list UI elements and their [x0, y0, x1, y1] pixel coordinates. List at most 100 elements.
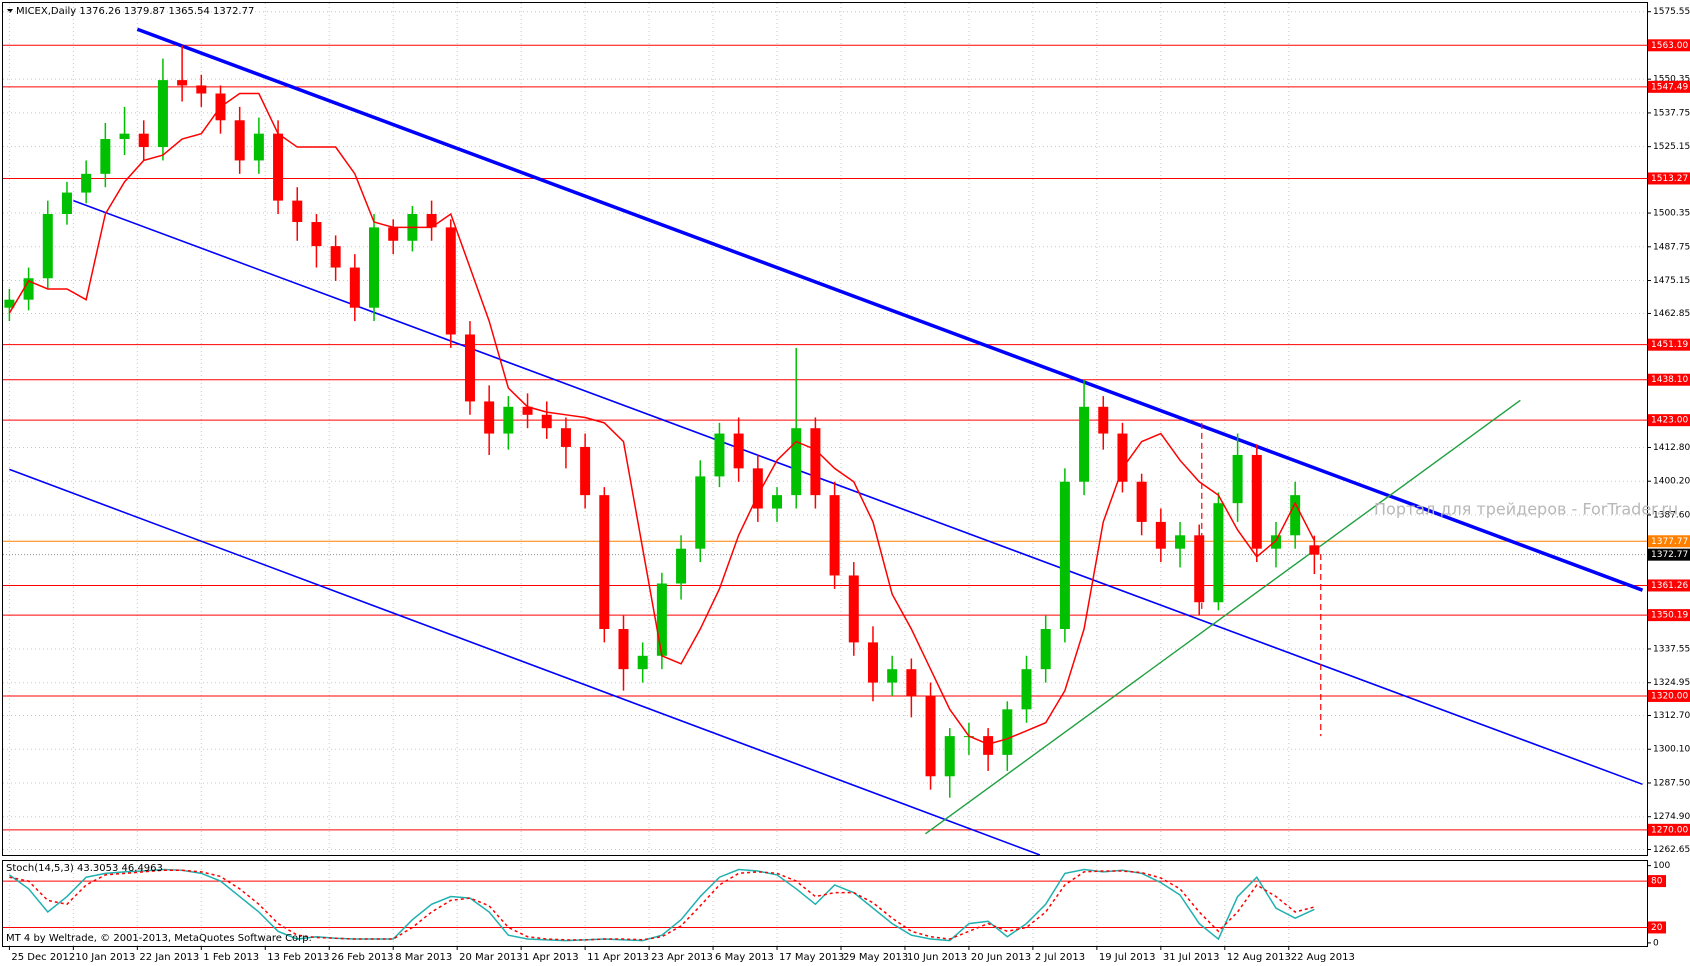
level-label-box	[1648, 414, 1690, 427]
level-label: 1423.00	[1651, 416, 1688, 426]
main-panel	[2, 2, 1648, 856]
level-label: 1563.00	[1651, 41, 1688, 51]
candle-body	[522, 406, 533, 415]
candle-body	[541, 414, 552, 429]
candle-body	[311, 222, 322, 247]
y-tick-label: 1337.55	[1653, 644, 1690, 654]
y-tick-label: 1575.55	[1653, 7, 1690, 17]
level-label-box	[1648, 921, 1666, 934]
level-label: 80	[1651, 877, 1663, 887]
y-tick-label: 1525.15	[1653, 142, 1690, 152]
level-label: 1547.49	[1651, 82, 1688, 92]
level-label: 1377.77	[1651, 537, 1688, 547]
y-tick-label: 1550.35	[1653, 75, 1690, 85]
candle-body	[1270, 535, 1281, 549]
level-label-box	[1648, 39, 1690, 52]
candle-body	[983, 736, 994, 755]
x-tick-label: 19 Jul 2013	[1099, 952, 1156, 963]
stoch-line	[9, 869, 1315, 941]
trend-line	[73, 199, 1643, 786]
level-label-box	[1648, 373, 1690, 386]
candle-body	[867, 642, 878, 683]
candle-body	[618, 629, 629, 670]
y-tick-label: 1300.10	[1653, 745, 1690, 755]
candle-body	[1213, 503, 1224, 603]
x-tick-label: 10 Jun 2013	[907, 952, 967, 963]
candle-body	[695, 476, 706, 549]
candle-body	[196, 85, 207, 94]
stoch-title: Stoch(14,5,3) 43.3053 46.4963	[6, 863, 163, 874]
candle-body	[887, 669, 898, 683]
y-tick-label: 0	[1653, 938, 1659, 948]
candle-body	[1309, 545, 1320, 555]
level-label-box	[1648, 548, 1690, 561]
y-tick-label: 1324.95	[1653, 678, 1690, 688]
candle-body	[23, 278, 34, 300]
level-label-box	[1648, 609, 1690, 622]
x-tick-label: 12 Aug 2013	[1227, 952, 1291, 963]
candle-body	[714, 433, 725, 477]
level-label-box	[1648, 80, 1690, 93]
candle-body	[772, 495, 783, 509]
candle-body	[1079, 406, 1090, 482]
y-tick-label: 1400.20	[1653, 477, 1690, 487]
x-tick-label: 8 Mar 2013	[395, 952, 452, 963]
x-tick-label: 1 Feb 2013	[203, 952, 259, 963]
y-tick-label: 1412.80	[1653, 443, 1690, 453]
candle-body	[1251, 454, 1262, 549]
x-tick-label: 25 Dec 2012	[11, 952, 75, 963]
candle-body	[906, 669, 917, 696]
level-label-box	[1648, 172, 1690, 185]
candle-body	[791, 428, 802, 496]
candle-body	[1040, 629, 1051, 670]
candle-body	[944, 736, 955, 777]
footer: MT 4 by Weltrade, © 2001-2013, MetaQuote…	[6, 933, 312, 944]
candle-body	[177, 80, 188, 86]
candle-body	[580, 446, 591, 496]
candle-body	[656, 583, 667, 656]
level-label-box	[1648, 689, 1690, 702]
y-tick-label: 1274.90	[1653, 812, 1690, 822]
candle-body	[1136, 481, 1147, 522]
y-tick-label: 1537.75	[1653, 108, 1690, 118]
candle-body	[464, 334, 475, 402]
candle-body	[1002, 709, 1013, 755]
candle-body	[273, 133, 284, 201]
candle-body	[234, 120, 245, 161]
candle-body	[599, 495, 610, 630]
y-tick-label: 1262.65	[1653, 845, 1690, 855]
candle-body	[426, 213, 437, 228]
y-tick-label: 1487.75	[1653, 242, 1690, 252]
candle-body	[848, 575, 859, 643]
x-tick-label: 29 May 2013	[843, 952, 908, 963]
candle-body	[810, 428, 821, 496]
candle-body	[560, 428, 571, 447]
plot-layer: 25 Dec 2012 10 Jan 2013 22 Jan 2013 1 Feb 2…	[3, 3, 1690, 963]
x-tick-label: 1 Apr 2013	[523, 952, 578, 963]
candle-body	[330, 246, 341, 268]
x-tick-label: 17 May 2013	[779, 952, 844, 963]
candle-body	[1155, 521, 1166, 549]
watermark: Портал для трейдеров - ForTrader.ru	[1374, 500, 1678, 519]
level-label-box	[1648, 579, 1690, 592]
candle-body	[752, 468, 763, 509]
level-label: 1513.27	[1651, 174, 1688, 184]
x-tick-label: 22 Jan 2013	[139, 952, 199, 963]
candle-body	[1098, 406, 1109, 434]
level-label: 20	[1651, 923, 1663, 933]
candle-body	[484, 401, 495, 434]
x-tick-label: 6 May 2013	[715, 952, 774, 963]
candle-body	[253, 133, 264, 161]
y-tick-label: 100	[1653, 861, 1670, 871]
x-tick-label: 22 Aug 2013	[1291, 952, 1355, 963]
candle-body	[829, 495, 840, 576]
trend-line	[136, 27, 1644, 592]
level-label-box	[1648, 875, 1666, 888]
candle-body	[81, 173, 92, 193]
candle-body	[503, 406, 514, 434]
x-tick-label: 26 Feb 2013	[331, 952, 393, 963]
candle-body	[637, 655, 648, 670]
candle-body	[445, 227, 456, 335]
panel-marker	[7, 9, 13, 13]
